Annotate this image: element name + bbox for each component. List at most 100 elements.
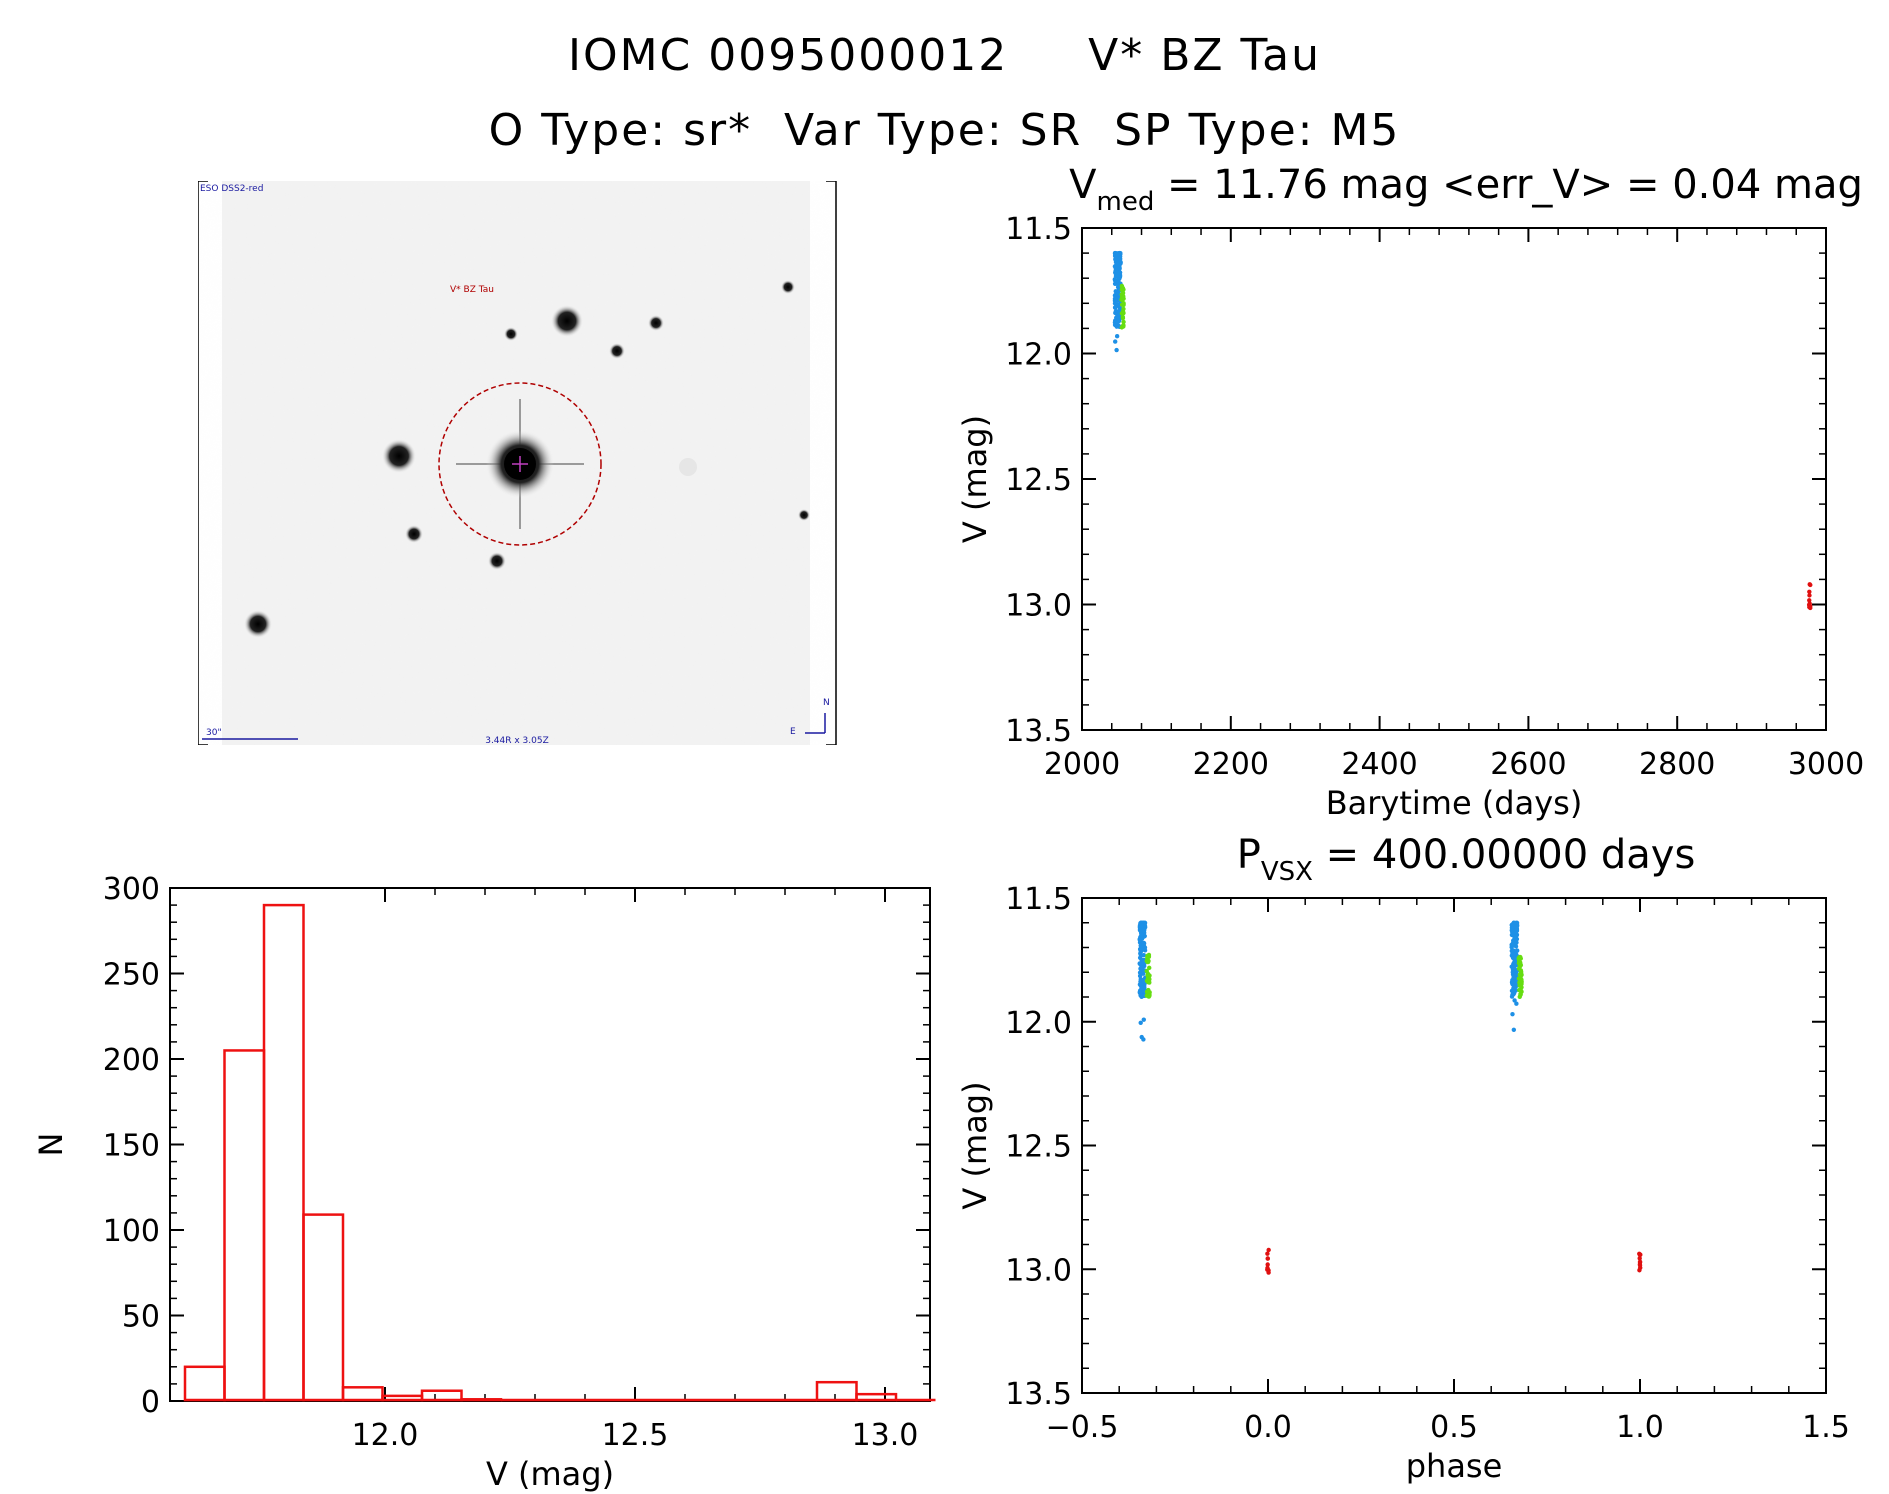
lightcurve-point bbox=[1113, 270, 1118, 275]
histogram-xtick-label: 12.0 bbox=[352, 1418, 419, 1453]
phased-point bbox=[1510, 941, 1516, 946]
phased-point bbox=[1140, 925, 1145, 930]
lightcurve-series-red bbox=[1806, 582, 1813, 611]
lightcurve-point bbox=[1116, 252, 1122, 258]
phased-point bbox=[1145, 957, 1150, 962]
phased-point bbox=[1144, 958, 1149, 964]
lightcurve-point bbox=[1112, 301, 1118, 306]
phased-point bbox=[1509, 964, 1514, 969]
phased-point bbox=[1512, 921, 1518, 926]
phased-point bbox=[1509, 953, 1515, 958]
phased-point bbox=[1141, 940, 1147, 946]
phased-point bbox=[1514, 936, 1520, 942]
lightcurve-point bbox=[1116, 319, 1121, 324]
phased-point bbox=[1509, 944, 1514, 950]
figure-title-line2: O Type: sr* Var Type: SR SP Type: M5 bbox=[488, 105, 1401, 156]
phased-point bbox=[1140, 958, 1146, 963]
phased-point bbox=[1514, 920, 1519, 926]
lightcurve-point bbox=[1808, 582, 1813, 588]
fov-label: 3.44R x 3.05Z bbox=[485, 736, 549, 745]
lightcurve-point bbox=[1117, 250, 1122, 256]
phased-point bbox=[1137, 940, 1143, 945]
phased-point bbox=[1137, 928, 1143, 933]
phased-series-red bbox=[1265, 1247, 1271, 1275]
phased-point bbox=[1146, 994, 1151, 999]
phased-point bbox=[1139, 943, 1144, 948]
phased-point bbox=[1138, 923, 1143, 928]
phased-point bbox=[1510, 942, 1516, 947]
phased-point bbox=[1140, 962, 1145, 968]
lightcurve-point bbox=[1119, 297, 1124, 302]
lightcurve-point bbox=[1115, 295, 1120, 300]
lightcurve-point bbox=[1118, 308, 1123, 314]
phased-point bbox=[1518, 956, 1524, 961]
lightcurve-point bbox=[1116, 269, 1121, 274]
phased-point bbox=[1512, 934, 1517, 940]
phased-point bbox=[1140, 978, 1146, 984]
phased-point bbox=[1510, 955, 1516, 961]
phased-point bbox=[1139, 924, 1145, 929]
lightcurve-point bbox=[1115, 251, 1121, 256]
phased-point bbox=[1139, 924, 1144, 929]
lightcurve-point bbox=[1114, 281, 1119, 286]
phased-point bbox=[1514, 923, 1520, 929]
phased-point bbox=[1138, 951, 1143, 956]
phased-point bbox=[1145, 988, 1151, 994]
phased-point bbox=[1517, 994, 1522, 999]
phased-point bbox=[1141, 952, 1147, 958]
phased-point bbox=[1512, 971, 1517, 976]
phased-point bbox=[1511, 950, 1517, 956]
lightcurve-point bbox=[1116, 251, 1121, 257]
lightcurve-point bbox=[1113, 309, 1118, 314]
phased-point bbox=[1510, 967, 1516, 972]
phased-point bbox=[1138, 993, 1143, 998]
phased-point bbox=[1140, 943, 1146, 948]
lightcurve-point bbox=[1115, 251, 1121, 257]
lightcurve-point bbox=[1120, 309, 1126, 314]
phased-point bbox=[1513, 963, 1518, 968]
phased-point bbox=[1146, 954, 1152, 960]
histogram-bar bbox=[815, 1380, 858, 1402]
phased-point bbox=[1512, 963, 1518, 968]
histogram-bar bbox=[855, 1392, 898, 1402]
lightcurve-point bbox=[1113, 310, 1118, 316]
lightcurve-point bbox=[1115, 288, 1121, 294]
svg-text:30": 30" bbox=[206, 728, 222, 738]
phased-point bbox=[1514, 940, 1519, 945]
phased-point bbox=[1512, 956, 1518, 961]
phased-point bbox=[1516, 956, 1522, 961]
lightcurve-point bbox=[1116, 281, 1122, 286]
phased-point bbox=[1511, 966, 1517, 971]
phased-point bbox=[1140, 934, 1145, 939]
phased-point bbox=[1141, 980, 1147, 985]
phased-point bbox=[1510, 972, 1516, 977]
lightcurve-point bbox=[1114, 324, 1119, 329]
phased-point bbox=[1141, 968, 1146, 973]
lightcurve-point bbox=[1116, 312, 1121, 317]
phased-point bbox=[1138, 947, 1143, 953]
phased-point bbox=[1516, 966, 1522, 971]
lightcurve-point bbox=[1120, 285, 1126, 291]
phased-point bbox=[1510, 1011, 1515, 1017]
phased-point bbox=[1146, 990, 1152, 996]
lightcurve-point bbox=[1117, 270, 1123, 275]
lightcurve-point bbox=[1808, 605, 1813, 611]
lightcurve-point bbox=[1114, 266, 1120, 272]
phased-point bbox=[1517, 972, 1523, 977]
lightcurve-point bbox=[1114, 278, 1119, 284]
lightcurve-point bbox=[1807, 598, 1812, 603]
phased-point bbox=[1514, 926, 1519, 932]
phased-point bbox=[1514, 921, 1519, 926]
histogram-ytick-label: 50 bbox=[122, 1300, 160, 1335]
phased-point bbox=[1142, 920, 1148, 925]
phased-point bbox=[1142, 975, 1148, 981]
phased-point bbox=[1266, 1268, 1271, 1273]
phased-point bbox=[1142, 987, 1147, 992]
histogram-ytick-label: 300 bbox=[103, 872, 160, 907]
phased-point bbox=[1517, 954, 1522, 960]
phased-point bbox=[1145, 955, 1150, 961]
phased-point bbox=[1511, 975, 1516, 980]
lightcurve-point bbox=[1115, 290, 1120, 296]
lightcurve-point bbox=[1114, 334, 1120, 339]
phased-point bbox=[1510, 921, 1516, 927]
